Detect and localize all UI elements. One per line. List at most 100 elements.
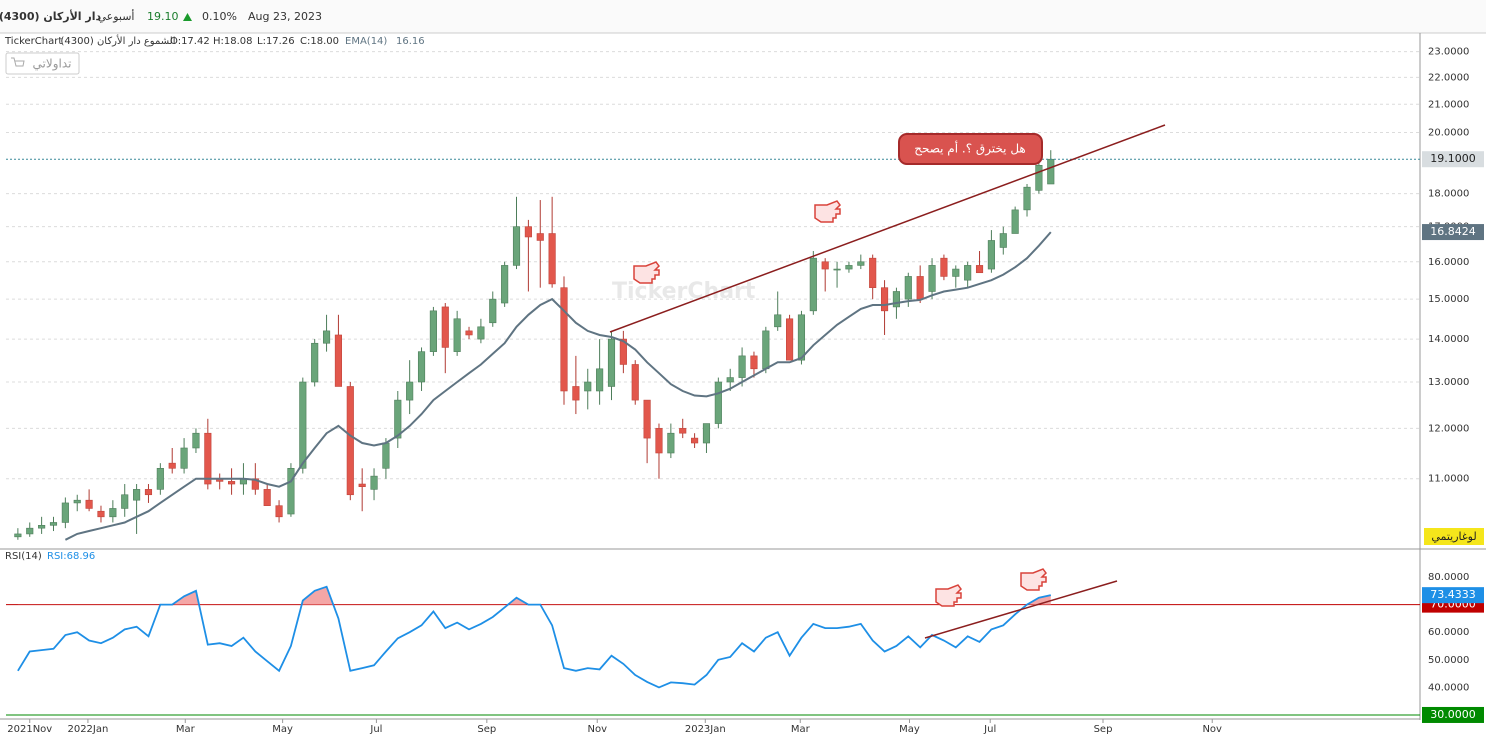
candle-body bbox=[61, 502, 69, 523]
candle-body bbox=[1011, 209, 1019, 234]
candle-body bbox=[857, 261, 865, 266]
candle-body bbox=[465, 330, 473, 336]
x-tick-label: Sep bbox=[1094, 724, 1113, 735]
candle-body bbox=[275, 505, 283, 518]
price: 19.10 bbox=[147, 10, 179, 23]
candle-body bbox=[251, 478, 259, 490]
candle-body bbox=[524, 226, 532, 238]
candle-body bbox=[156, 468, 164, 490]
x-tick-label: Jul bbox=[983, 724, 996, 735]
candle-body bbox=[987, 240, 995, 270]
hand-icons bbox=[633, 200, 1047, 607]
period: أسبوعي bbox=[97, 9, 134, 23]
y-tick-label: 13.0000 bbox=[1428, 377, 1469, 388]
candle-body bbox=[263, 489, 271, 506]
x-tick-label: Sep bbox=[477, 724, 496, 735]
hand-icon bbox=[935, 584, 962, 607]
candle-body bbox=[26, 527, 34, 535]
candle-body bbox=[512, 226, 521, 266]
rsi-name: RSI(14) bbox=[5, 551, 42, 562]
callout-text: هل يخترق ؟. أم يصحح bbox=[914, 141, 1026, 157]
legend-high: H:18.08 bbox=[213, 36, 253, 47]
y-tick-label: 23.0000 bbox=[1428, 47, 1469, 58]
candle-body bbox=[406, 381, 414, 401]
legend-ema-value: 16.16 bbox=[396, 36, 425, 47]
x-tick-label: May bbox=[272, 724, 293, 735]
legend-low: L:17.26 bbox=[257, 36, 295, 47]
candle-body bbox=[441, 306, 449, 348]
candle-body bbox=[489, 298, 497, 324]
log-button-label[interactable]: لوغاريتمي bbox=[1431, 530, 1476, 543]
y-tick-label: 21.0000 bbox=[1428, 99, 1469, 110]
candle-body bbox=[1047, 158, 1055, 185]
y-tick-label: 50.0000 bbox=[1428, 655, 1469, 666]
up-arrow bbox=[183, 13, 192, 21]
candle-body bbox=[168, 462, 176, 469]
candle-body bbox=[73, 499, 81, 504]
candle-body bbox=[916, 276, 924, 300]
candle-body bbox=[322, 330, 331, 344]
hand-icon bbox=[814, 200, 841, 223]
candle-body bbox=[429, 310, 437, 352]
callout-box bbox=[898, 133, 1043, 165]
candle-body bbox=[346, 386, 354, 496]
candle-body bbox=[596, 368, 604, 392]
hand-icon bbox=[1020, 568, 1047, 591]
candle-body bbox=[417, 351, 426, 383]
candle-body bbox=[667, 432, 675, 454]
level-label: 30.0000 bbox=[1430, 708, 1476, 721]
y-tick-label: 12.0000 bbox=[1428, 423, 1469, 434]
change: 0.10% bbox=[202, 10, 237, 23]
candle-body bbox=[738, 355, 746, 378]
ema-last-label: 16.8424 bbox=[1430, 225, 1476, 238]
candle-body bbox=[892, 291, 900, 308]
rsi-trendline bbox=[924, 580, 1118, 639]
candle-body bbox=[548, 233, 556, 285]
legend-series: الشموع دار الأركان (4300) bbox=[61, 34, 176, 47]
candle-body bbox=[999, 233, 1007, 248]
candle-body bbox=[287, 468, 295, 515]
candle-body bbox=[1023, 186, 1031, 211]
watermark: TickerChart bbox=[612, 279, 756, 304]
candle-body bbox=[845, 265, 853, 270]
candle-body bbox=[501, 265, 509, 304]
y-tick-label: 60.0000 bbox=[1428, 627, 1469, 638]
candle-body bbox=[702, 423, 711, 444]
x-tick-label: 2021Nov bbox=[7, 724, 52, 735]
candle-body bbox=[833, 268, 841, 271]
ema-last-label-box bbox=[1422, 224, 1484, 241]
candle-body bbox=[726, 377, 734, 383]
x-tick-label: Mar bbox=[791, 724, 811, 735]
candle-body bbox=[964, 265, 972, 281]
candle-body bbox=[952, 268, 960, 277]
candle-body bbox=[49, 522, 58, 526]
candle-body bbox=[714, 381, 722, 424]
candle-body bbox=[311, 342, 319, 383]
button-label[interactable]: تداولاتي bbox=[33, 57, 72, 72]
x-tick-label: May bbox=[899, 724, 920, 735]
log-button[interactable] bbox=[1424, 528, 1484, 545]
overbought-fill bbox=[160, 586, 1051, 605]
candle-body bbox=[1035, 165, 1043, 191]
y-tick-label: 22.0000 bbox=[1428, 72, 1469, 83]
candle-body bbox=[809, 257, 817, 312]
candle-body bbox=[797, 314, 806, 361]
last-price-label-box bbox=[1422, 151, 1484, 168]
brand: TickerChart bbox=[4, 36, 62, 47]
y-tick-label: 15.0000 bbox=[1428, 294, 1469, 305]
candle-body bbox=[109, 508, 117, 518]
hand-icon bbox=[633, 261, 660, 284]
candle-body bbox=[584, 381, 592, 392]
my-trades-button[interactable] bbox=[5, 52, 80, 75]
candle-body bbox=[477, 326, 485, 340]
trendline bbox=[609, 124, 1166, 333]
rsi-value: RSI:68.96 bbox=[47, 551, 95, 562]
candle-body bbox=[144, 489, 153, 496]
candle-body bbox=[370, 475, 378, 490]
candle-body bbox=[762, 330, 770, 370]
candle-body bbox=[121, 494, 129, 509]
rsi-last-label-box bbox=[1422, 587, 1484, 604]
